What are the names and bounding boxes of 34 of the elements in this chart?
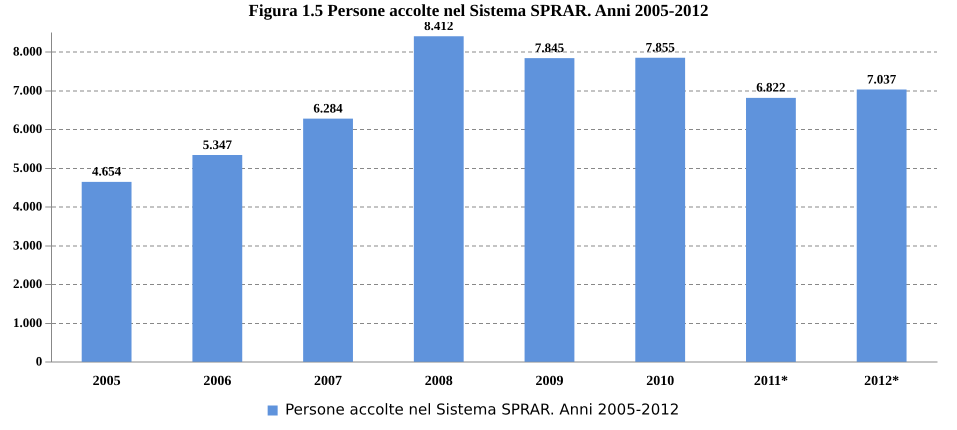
y-tick-label: 6.000	[13, 121, 42, 136]
bar	[635, 58, 686, 362]
x-tick-label: 2012*	[864, 374, 900, 390]
bar	[303, 118, 353, 362]
data-label: 5.347	[202, 136, 232, 152]
data-label: 7.845	[534, 40, 565, 56]
x-tick-label: 2010	[646, 374, 674, 390]
chart-title: Figura 1.5 Persone accolte nel Sistema SPRAR. Anni 2005-2012	[248, 0, 710, 22]
y-tick-label: 8.000	[13, 44, 42, 59]
data-label: 7.037	[867, 71, 897, 86]
y-tick-label: 1.000	[13, 314, 42, 330]
x-tick-label: 2005	[92, 374, 121, 390]
bar	[192, 154, 242, 362]
y-tick-label: 4.000	[13, 198, 42, 214]
bar	[414, 36, 464, 362]
legend-label: Persone accolte nel Sistema SPRAR. Anni 2005-2012	[285, 400, 680, 418]
y-tick-label: 2.000	[13, 276, 42, 292]
bar	[524, 58, 574, 362]
data-label: 6.284	[313, 100, 344, 116]
data-label: 4.654	[92, 164, 122, 179]
x-tick-label: 2011*	[754, 374, 788, 390]
x-tick-label: 2006	[203, 374, 232, 390]
x-tick-label: 2007	[314, 374, 342, 390]
x-tick-label: 2009	[535, 374, 564, 390]
data-label: 6.822	[756, 80, 786, 95]
x-tick-label: 2008	[424, 374, 453, 390]
data-label: 7.855	[646, 40, 676, 55]
bar	[856, 89, 907, 362]
y-tick-label: 0	[36, 354, 42, 369]
y-tick-label: 5.000	[13, 160, 42, 175]
bar	[746, 98, 796, 362]
y-tick-label: 3.000	[13, 237, 42, 252]
y-tick-label: 7.000	[13, 82, 42, 98]
bar	[82, 182, 132, 362]
